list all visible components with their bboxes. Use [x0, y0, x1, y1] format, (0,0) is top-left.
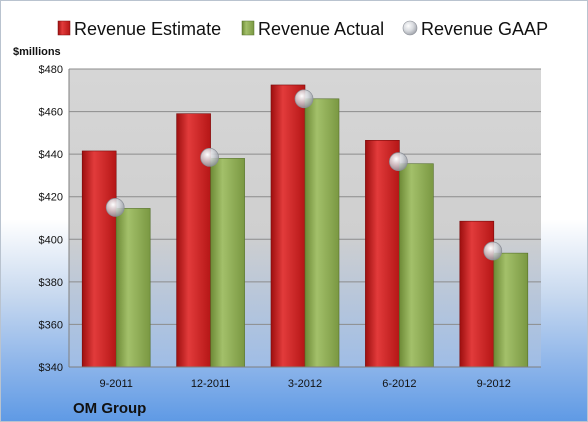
- legend-label-estimate: Revenue Estimate: [74, 19, 221, 39]
- legend-marker-gaap: [402, 20, 418, 36]
- bar-revenue-actual: [399, 163, 434, 368]
- bar-revenue-actual: [493, 252, 529, 368]
- y-tick-label: $480: [39, 64, 63, 76]
- legend-label-actual: Revenue Actual: [258, 19, 384, 39]
- marker-revenue-gaap: [483, 241, 503, 261]
- legend-label-gaap: Revenue GAAP: [421, 19, 548, 39]
- y-axis-tick-labels: $340 $360 $380 $400 $420 $440 $460 $480: [39, 64, 63, 374]
- x-tick-label: 6-2012: [382, 378, 416, 390]
- bar-revenue-actual: [115, 208, 151, 368]
- marker-revenue-gaap: [105, 198, 125, 217]
- x-tick-label: 3-2012: [288, 378, 322, 390]
- x-tick-label: 9-2012: [477, 378, 511, 390]
- y-tick-label: $440: [39, 149, 63, 161]
- marker-revenue-gaap: [389, 152, 408, 171]
- bar-revenue-estimate: [270, 84, 306, 368]
- y-tick-label: $420: [39, 192, 63, 204]
- y-tick-label: $340: [39, 362, 63, 374]
- bar-revenue-actual: [210, 158, 245, 368]
- bar-revenue-estimate: [81, 150, 117, 368]
- marker-revenue-gaap: [294, 89, 314, 109]
- company-label: OM Group: [73, 400, 146, 417]
- legend-swatch-actual: [241, 20, 255, 36]
- marker-revenue-gaap: [200, 147, 219, 167]
- bar-revenue-estimate: [365, 140, 400, 368]
- unit-label: $millions: [13, 46, 61, 58]
- bar-revenue-actual: [304, 98, 340, 368]
- x-tick-label: 12-2011: [191, 378, 231, 390]
- gaap-markers: [105, 89, 503, 261]
- legend-swatch-estimate: [57, 20, 71, 36]
- y-tick-label: $400: [39, 234, 63, 246]
- y-tick-label: $460: [39, 107, 63, 119]
- y-tick-label: $360: [39, 319, 63, 331]
- legend: Revenue Estimate Revenue Actual Revenue …: [57, 19, 548, 39]
- x-tick-label: 9-2011: [99, 378, 132, 390]
- y-tick-label: $380: [39, 277, 63, 289]
- x-axis-tick-labels: 9-2011 12-2011 3-2012 6-2012 9-2012: [99, 378, 510, 390]
